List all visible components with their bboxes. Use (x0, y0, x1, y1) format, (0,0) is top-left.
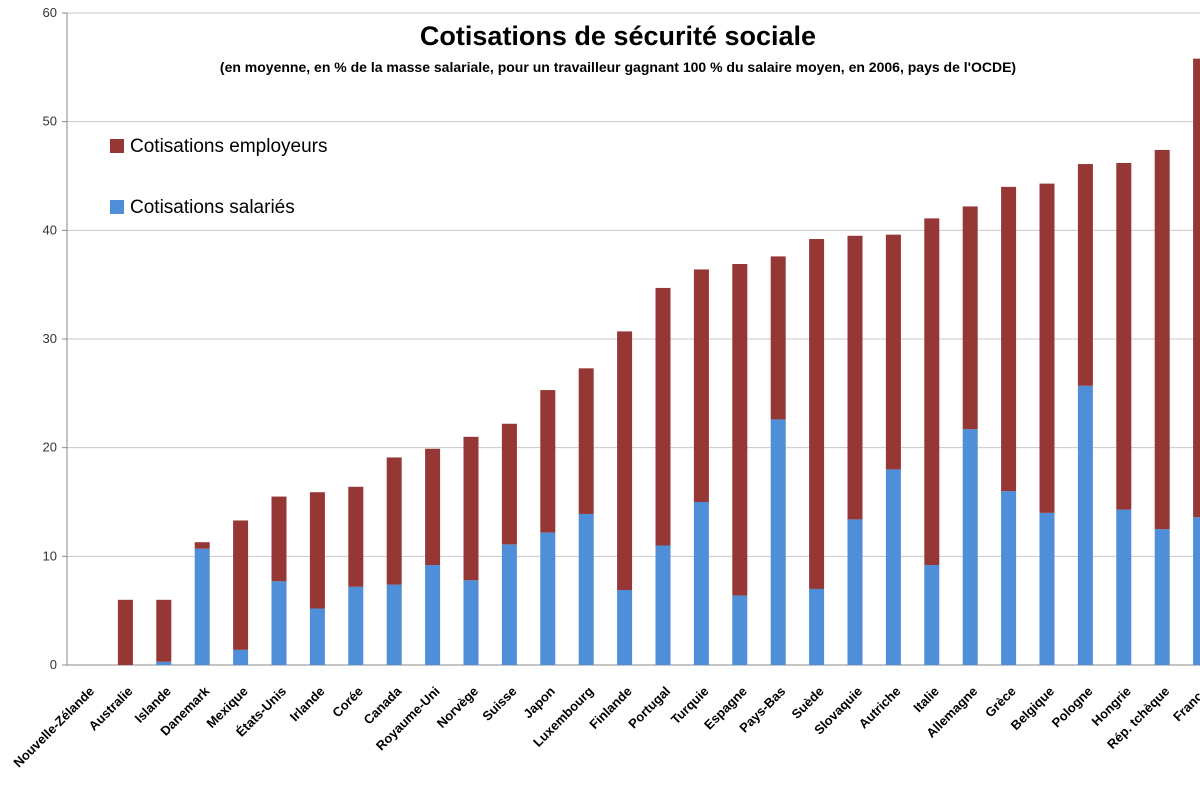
bar-employeurs (156, 599, 172, 662)
x-tick-label: Corée (329, 684, 366, 721)
bar-employeurs (1154, 149, 1170, 530)
bar-salaries (578, 513, 594, 665)
bar-employeurs (117, 599, 133, 665)
y-tick-label: 0 (50, 657, 57, 672)
legend: Cotisations employeurs Cotisations salar… (110, 136, 327, 218)
bar-salaries (617, 590, 633, 665)
bar-employeurs (655, 287, 671, 546)
x-tick-label: Pologne (1049, 684, 1096, 731)
y-axis: 0 10 20 30 40 50 60 (43, 5, 68, 672)
bar-employeurs (271, 496, 287, 582)
grid-lines (67, 12, 1200, 666)
x-tick-label: Norvège (434, 684, 481, 731)
bar-employeurs (501, 423, 517, 545)
bar-employeurs (540, 390, 556, 533)
bar-salaries (156, 661, 172, 665)
bar-employeurs (1077, 164, 1093, 386)
legend-swatch-employeurs (110, 139, 124, 153)
bar-employeurs (425, 448, 441, 566)
y-tick-label: 60 (43, 5, 57, 20)
bar-employeurs (194, 542, 210, 549)
bar-salaries (770, 419, 786, 665)
bar-salaries (1154, 529, 1170, 665)
bar-employeurs (1001, 186, 1017, 492)
x-tick-label: Finlande (586, 684, 634, 732)
bar-salaries (732, 595, 748, 665)
bar-salaries (309, 608, 325, 665)
chart-title: Cotisations de sécurité sociale (420, 21, 816, 51)
y-tick-label: 50 (43, 114, 57, 129)
x-tick-label: Suisse (479, 684, 519, 724)
bar-employeurs (962, 206, 978, 430)
bar-employeurs (617, 331, 633, 591)
bar-salaries (1001, 491, 1017, 665)
bar-salaries (501, 544, 517, 665)
bar-salaries (1116, 509, 1132, 665)
x-tick-label: Irlande (287, 684, 328, 725)
bar-employeurs (732, 264, 748, 596)
legend-label-employeurs: Cotisations employeurs (130, 136, 327, 157)
bar-employeurs (809, 239, 825, 589)
bar-employeurs (770, 256, 786, 420)
x-tick-label: Italie (910, 684, 942, 716)
bar-salaries (233, 649, 249, 665)
bar-salaries (271, 581, 287, 665)
legend-swatch-salaries (110, 200, 124, 214)
bar-salaries (425, 565, 441, 665)
bar-employeurs (1193, 58, 1200, 518)
bars-group (117, 58, 1200, 665)
bar-salaries (809, 588, 825, 665)
y-tick-label: 30 (43, 331, 57, 346)
bar-salaries (1077, 385, 1093, 665)
bar-salaries (1193, 517, 1200, 665)
bar-employeurs (1039, 183, 1055, 513)
bar-employeurs (924, 218, 940, 566)
bar-salaries (693, 502, 709, 665)
bar-salaries (463, 580, 479, 665)
bar-employeurs (1116, 162, 1132, 510)
bar-employeurs (463, 436, 479, 581)
bar-salaries (924, 565, 940, 665)
bar-salaries (885, 469, 901, 665)
x-tick-label: Nouvelle-Zélande (10, 684, 97, 771)
bar-employeurs (309, 492, 325, 609)
bar-employeurs (885, 234, 901, 470)
x-tick-label: Autriche (856, 684, 904, 732)
bar-employeurs (386, 457, 402, 585)
bar-salaries (655, 545, 671, 665)
bar-employeurs (578, 368, 594, 514)
legend-label-salaries: Cotisations salariés (130, 197, 295, 218)
x-axis: Nouvelle-ZélandeAustralieIslandeDanemark… (10, 683, 1200, 770)
bar-employeurs (348, 486, 364, 587)
x-tick-label: Portugal (625, 684, 673, 732)
chart-subtitle: (en moyenne, en % de la masse salariale,… (220, 59, 1016, 75)
bar-salaries (847, 519, 863, 665)
bar-employeurs (233, 520, 249, 650)
bar-salaries (348, 586, 364, 665)
bar-employeurs (847, 235, 863, 520)
x-tick-label: France (1170, 684, 1200, 725)
bar-employeurs (693, 269, 709, 502)
bar-salaries (1039, 512, 1055, 665)
y-tick-label: 10 (43, 548, 57, 563)
bar-salaries (540, 532, 556, 665)
bar-salaries (386, 584, 402, 665)
bar-salaries (194, 548, 210, 665)
y-tick-label: 40 (43, 222, 57, 237)
bar-salaries (962, 429, 978, 665)
y-tick-label: 20 (43, 440, 57, 455)
x-tick-label: Grèce (982, 684, 1019, 721)
